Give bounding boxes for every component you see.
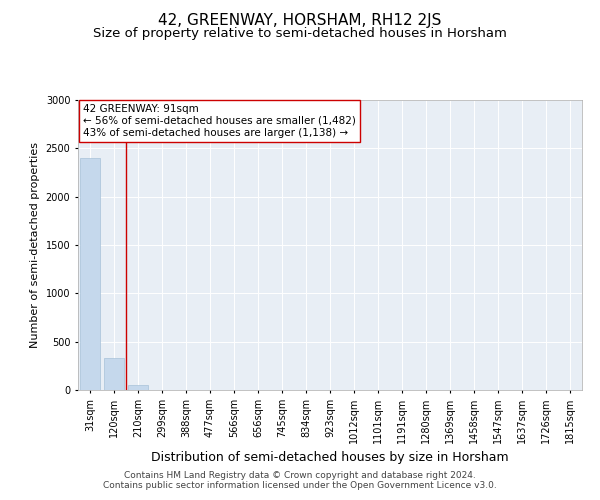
X-axis label: Distribution of semi-detached houses by size in Horsham: Distribution of semi-detached houses by …: [151, 452, 509, 464]
Text: 42 GREENWAY: 91sqm
← 56% of semi-detached houses are smaller (1,482)
43% of semi: 42 GREENWAY: 91sqm ← 56% of semi-detache…: [83, 104, 356, 138]
Bar: [128, 385, 148, 390]
Text: 42, GREENWAY, HORSHAM, RH12 2JS: 42, GREENWAY, HORSHAM, RH12 2JS: [158, 12, 442, 28]
Bar: [104, 358, 124, 390]
Bar: [80, 158, 100, 390]
Y-axis label: Number of semi-detached properties: Number of semi-detached properties: [30, 142, 40, 348]
Text: Size of property relative to semi-detached houses in Horsham: Size of property relative to semi-detach…: [93, 28, 507, 40]
Text: Contains HM Land Registry data © Crown copyright and database right 2024.
Contai: Contains HM Land Registry data © Crown c…: [103, 470, 497, 490]
